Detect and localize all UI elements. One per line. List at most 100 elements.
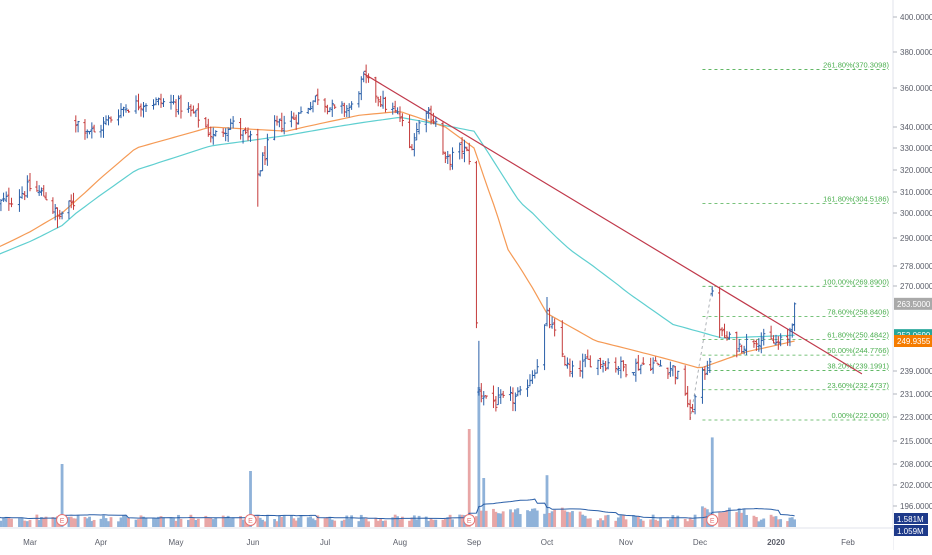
volume-bar: [788, 517, 792, 527]
volume-bar: [701, 506, 704, 527]
volume-bar: [0, 520, 3, 527]
volume-bar: [28, 519, 32, 527]
volume-bar: [683, 518, 687, 527]
volume-bar: [99, 518, 103, 527]
y-tick-label: 380.0000: [900, 48, 932, 57]
price-badge-label: 263.5000: [897, 300, 931, 309]
volume-bar: [666, 520, 670, 527]
volume-bar: [316, 515, 320, 527]
volume-bar: [492, 508, 495, 527]
volume-bar: [204, 515, 208, 527]
volume-bar: [124, 515, 128, 527]
volume-bar: [314, 520, 317, 527]
volume-bar: [417, 515, 421, 527]
volume-badge: [894, 513, 928, 524]
volume-bar: [119, 517, 123, 527]
fib-level-label: 23.60%(232.4737): [827, 381, 889, 390]
volume-bar: [25, 521, 29, 527]
x-tick-label: 2020: [767, 538, 785, 547]
volume-bar: [740, 512, 744, 527]
volume-bar: [396, 516, 399, 527]
volume-bar: [311, 518, 315, 527]
volume-bar: [649, 519, 653, 527]
volume-bar: [326, 516, 329, 527]
volume-bar: [345, 515, 349, 527]
volume-bar: [44, 516, 48, 527]
volume-bar: [92, 519, 96, 527]
volume-bar: [673, 517, 677, 527]
fib-level-label: 100.00%(269.8900): [823, 277, 889, 286]
volume-bar: [357, 521, 361, 527]
volume-bar: [211, 519, 215, 527]
volume-badge-label: 1.581M: [897, 515, 924, 524]
volume-bar: [429, 518, 433, 527]
volume-bar: [90, 521, 94, 527]
volume-bar: [776, 519, 780, 527]
volume-bar: [634, 515, 638, 527]
volume-bar: [412, 515, 416, 527]
volume-bar: [107, 521, 110, 527]
volume-bar: [550, 511, 554, 527]
earnings-marker: [244, 514, 257, 526]
volume-bar: [432, 519, 435, 527]
volume-bar: [619, 515, 623, 527]
fib-level-label: 78.60%(258.8406): [827, 308, 889, 317]
time-axis-bg: [0, 529, 893, 550]
volume-bar: [606, 514, 610, 527]
volume-bar: [563, 510, 567, 527]
x-tick-label: Jul: [320, 538, 330, 547]
volume-bar: [518, 514, 522, 527]
volume-bar: [172, 518, 175, 527]
y-tick-label: 239.0000: [900, 367, 932, 376]
volume-bar: [725, 510, 729, 527]
volume-bar: [328, 516, 332, 527]
volume-bar: [484, 510, 488, 527]
volume-bar: [410, 517, 414, 527]
volume-bar: [458, 514, 462, 527]
volume-bar: [20, 517, 24, 527]
volume-bar: [154, 518, 158, 527]
volume-bar: [583, 515, 587, 527]
volume-ma-line: [0, 498, 795, 520]
x-tick-label: Apr: [95, 538, 108, 547]
volume-bar: [686, 521, 690, 527]
volume-bar: [88, 516, 91, 527]
volume-bar: [384, 520, 387, 527]
volume-bar: [656, 520, 660, 527]
volume-bar: [779, 519, 783, 527]
volume-bar: [214, 517, 218, 527]
price-badge-label: 249.9355: [897, 337, 931, 346]
volume-bar: [533, 508, 537, 527]
ema-fast-line: [0, 110, 795, 369]
volume-bar: [759, 519, 763, 527]
volume-bar: [636, 516, 640, 527]
y-tick-label: 330.0000: [900, 144, 932, 153]
volume-bar: [261, 519, 264, 527]
volume-bar: [159, 516, 163, 527]
volume-bar: [531, 508, 534, 527]
volume-bar: [241, 519, 245, 527]
volume-bar: [40, 517, 43, 527]
volume-bar: [688, 517, 692, 527]
fib-level-label: 261.80%(370.3098): [823, 60, 889, 69]
fib-layer: 261.80%(370.3098) 161.80%(304.5186) 100.00…: [689, 60, 889, 421]
volume-bar: [568, 512, 572, 527]
earnings-marker: [56, 514, 69, 526]
volume-bar: [109, 517, 113, 527]
volume-bar: [374, 517, 378, 527]
x-tick-label: May: [168, 538, 183, 547]
volume-bar: [676, 515, 680, 527]
ema-layer: [0, 110, 795, 369]
volume-bar: [359, 514, 363, 527]
volume-bar: [735, 512, 739, 527]
earnings-marker-label: E: [248, 518, 253, 525]
volume-bar: [347, 518, 351, 527]
volume-bar: [157, 516, 160, 527]
x-tick-label: Nov: [619, 538, 633, 547]
volume-bar: [18, 518, 21, 527]
volume-bar: [596, 520, 600, 527]
volume-bar: [742, 508, 746, 527]
volume-bar: [134, 519, 138, 527]
